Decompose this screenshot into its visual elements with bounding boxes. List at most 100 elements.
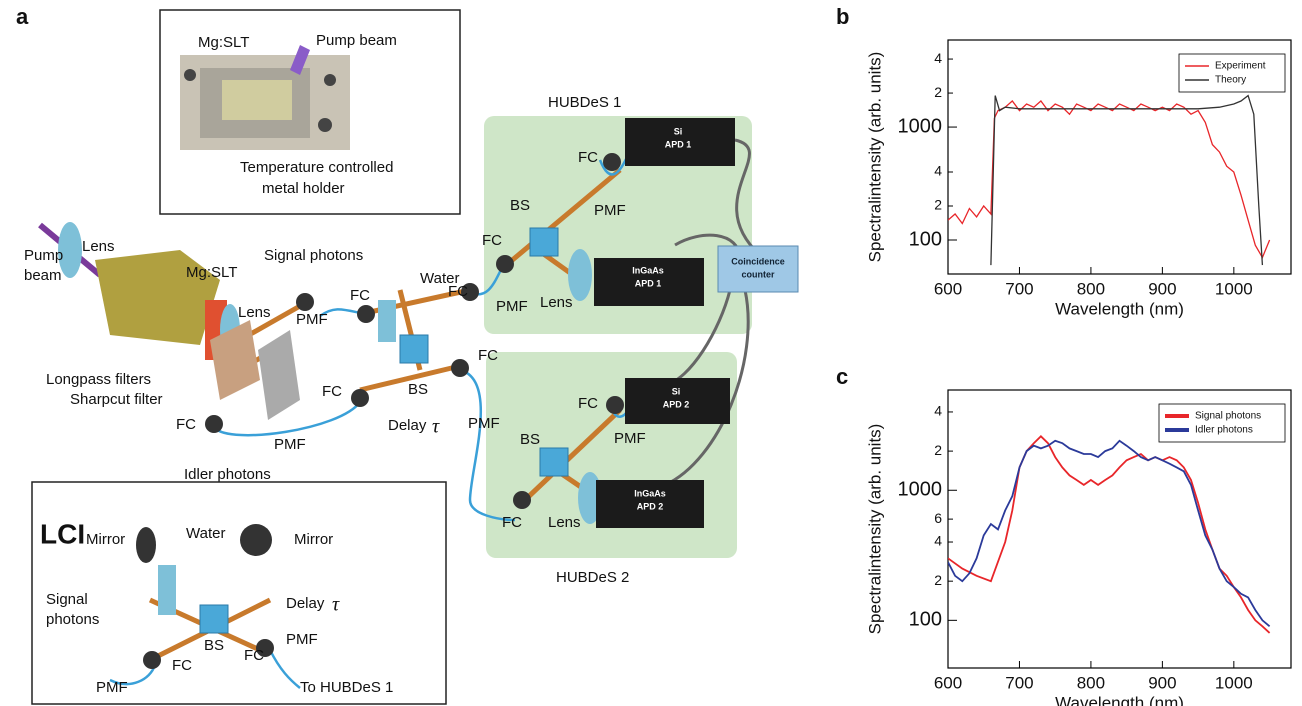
label: PMF bbox=[296, 311, 328, 328]
inset-title: LCI bbox=[40, 518, 85, 549]
label: Mirror bbox=[294, 531, 333, 548]
device-label: APD 2 bbox=[637, 501, 664, 511]
label: FC bbox=[322, 383, 342, 400]
y-tick-label: 4 bbox=[934, 403, 942, 419]
label: FC bbox=[478, 347, 498, 364]
y-tick-label: 1000 bbox=[898, 479, 943, 501]
x-tick-label: 900 bbox=[1148, 673, 1176, 692]
label: PMF bbox=[594, 202, 626, 219]
label: BS bbox=[204, 637, 224, 654]
panel-label: a bbox=[16, 4, 29, 29]
legend-label: Idler photons bbox=[1195, 425, 1253, 436]
device-label: APD 1 bbox=[635, 278, 662, 288]
label: Lens bbox=[238, 304, 271, 321]
label: τ bbox=[332, 594, 340, 616]
y-tick-label: 2 bbox=[934, 572, 942, 588]
legend-label: Theory bbox=[1215, 75, 1246, 86]
device-label: Coincidence bbox=[731, 256, 785, 266]
label: PMF bbox=[614, 430, 646, 447]
x-axis-label: Wavelength (nm) bbox=[1055, 299, 1184, 318]
label: Idler photons bbox=[184, 466, 271, 483]
series-line bbox=[948, 101, 1270, 258]
label: BS bbox=[510, 197, 530, 214]
label: FC bbox=[502, 514, 522, 531]
label: Signal photons bbox=[264, 247, 363, 264]
label: Temperature controlled bbox=[240, 159, 393, 176]
y-tick-label: 1000 bbox=[898, 115, 943, 137]
x-tick-label: 800 bbox=[1077, 279, 1105, 298]
label: Pump beam bbox=[316, 32, 397, 49]
mirror bbox=[258, 330, 300, 420]
y-axis-label: Spectralintensity (arb. units) bbox=[865, 52, 884, 263]
device-label: APD 2 bbox=[663, 399, 690, 409]
label: PMF bbox=[96, 679, 128, 696]
label: PMF bbox=[286, 631, 318, 648]
inset-box bbox=[32, 482, 446, 704]
label: HUBDeS 2 bbox=[556, 569, 629, 586]
y-tick-label: 4 bbox=[934, 533, 942, 549]
x-tick-label: 700 bbox=[1005, 673, 1033, 692]
label: Lens bbox=[82, 238, 115, 255]
x-tick-label: 600 bbox=[934, 279, 962, 298]
device-label: APD 1 bbox=[665, 139, 692, 149]
label: To HUBDeS 1 bbox=[300, 679, 393, 696]
x-tick-label: 600 bbox=[934, 673, 962, 692]
legend-label: Signal photons bbox=[1195, 411, 1261, 422]
label: FC bbox=[176, 416, 196, 433]
x-tick-label: 900 bbox=[1148, 279, 1176, 298]
y-tick-label: 4 bbox=[934, 163, 942, 179]
y-tick-label: 100 bbox=[909, 228, 942, 250]
label: Mg:SLT bbox=[186, 264, 237, 281]
device-label: Si bbox=[672, 386, 681, 396]
x-tick-label: 1000 bbox=[1215, 673, 1253, 692]
label: Delay bbox=[388, 417, 427, 434]
y-tick-label: 100 bbox=[909, 609, 942, 631]
label: FC bbox=[578, 395, 598, 412]
series-line bbox=[948, 441, 1270, 627]
device-label: InGaAs bbox=[632, 265, 664, 275]
device-label: Si bbox=[674, 126, 683, 136]
label: Mg:SLT bbox=[198, 34, 249, 51]
label: FC bbox=[350, 287, 370, 304]
y-tick-label: 6 bbox=[934, 510, 942, 526]
y-axis-label: Spectralintensity (arb. units) bbox=[865, 424, 884, 635]
label: Mirror bbox=[86, 531, 125, 548]
label: Water bbox=[186, 525, 225, 542]
y-tick-label: 2 bbox=[934, 442, 942, 458]
label: photons bbox=[46, 611, 99, 628]
label: FC bbox=[578, 149, 598, 166]
label: HUBDeS 1 bbox=[548, 94, 621, 111]
x-axis-label: Wavelength (nm) bbox=[1055, 693, 1184, 706]
figure: a b c Mg:SLT Pump beam Temperature contr… bbox=[0, 0, 1302, 706]
label: Sharpcut filter bbox=[70, 391, 163, 408]
x-tick-label: 800 bbox=[1077, 673, 1105, 692]
label: Lens bbox=[548, 514, 581, 531]
label: BS bbox=[408, 381, 428, 398]
label: PMF bbox=[496, 298, 528, 315]
y-tick-label: 2 bbox=[934, 197, 942, 213]
device-label: InGaAs bbox=[634, 488, 666, 498]
y-tick-label: 2 bbox=[934, 84, 942, 100]
label: PMF bbox=[468, 415, 500, 432]
label: FC bbox=[172, 657, 192, 674]
label: FC bbox=[482, 232, 502, 249]
label: Signal bbox=[46, 591, 88, 608]
label: FC bbox=[448, 283, 468, 300]
x-tick-label: 1000 bbox=[1215, 279, 1253, 298]
label: BS bbox=[520, 431, 540, 448]
label: PMF bbox=[274, 436, 306, 453]
label: Delay bbox=[286, 595, 325, 612]
label: τ bbox=[432, 416, 440, 438]
x-tick-label: 700 bbox=[1005, 279, 1033, 298]
label: beam bbox=[24, 267, 62, 284]
device-label: counter bbox=[741, 269, 775, 279]
panel-label: c bbox=[836, 364, 848, 389]
series-line bbox=[991, 96, 1263, 266]
label: Pump bbox=[24, 247, 63, 264]
y-tick-label: 4 bbox=[934, 50, 942, 66]
label: Lens bbox=[540, 294, 573, 311]
series-line bbox=[948, 436, 1270, 633]
label: metal holder bbox=[262, 180, 345, 197]
panel-label: b bbox=[836, 4, 849, 29]
legend-label: Experiment bbox=[1215, 61, 1266, 72]
